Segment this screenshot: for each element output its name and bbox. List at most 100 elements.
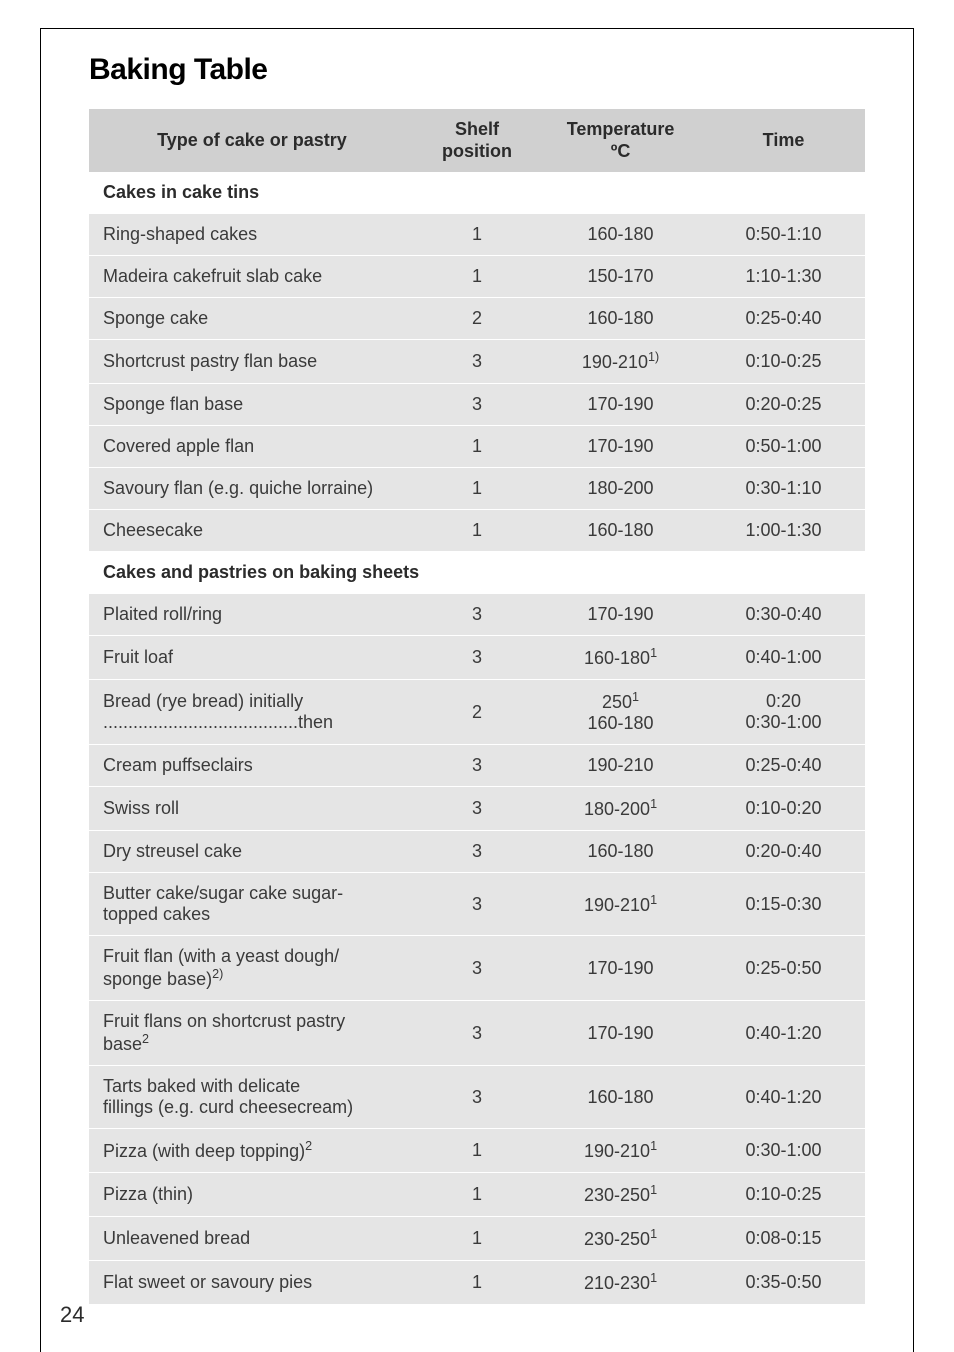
cell-type: Tarts baked with delicatefillings (e.g. … [89, 1066, 415, 1129]
cell-type: Fruit loaf [89, 636, 415, 680]
cell-time: 0:30-1:00 [702, 1129, 865, 1173]
cell-type: Fruit flan (with a yeast dough/sponge ba… [89, 936, 415, 1001]
cell-type: Swiss roll [89, 787, 415, 831]
cell-type: Fruit flans on shortcrust pastrybase2 [89, 1001, 415, 1066]
cell-type: Plaited roll/ring [89, 594, 415, 636]
cell-temp: 170-190 [539, 1001, 702, 1066]
cell-shelf: 3 [415, 787, 539, 831]
page-title: Baking Table [89, 53, 865, 87]
cell-type: Covered apple flan [89, 426, 415, 468]
cell-temp: 2501160-180 [539, 680, 702, 745]
cell-temp: 170-190 [539, 936, 702, 1001]
col-header-time: Time [702, 109, 865, 172]
col-header-temp-bottom: ºC [553, 141, 688, 163]
table-row: Plaited roll/ring3170-1900:30-0:40 [89, 594, 865, 636]
table-row: Bread (rye bread) initially.............… [89, 680, 865, 745]
cell-type: Ring-shaped cakes [89, 214, 415, 256]
cell-shelf: 3 [415, 594, 539, 636]
cell-shelf: 1 [415, 256, 539, 298]
cell-type: Bread (rye bread) initially.............… [89, 680, 415, 745]
cell-shelf: 3 [415, 1001, 539, 1066]
page-number: 24 [60, 1302, 84, 1328]
section-heading: Cakes in cake tins [89, 172, 865, 214]
table-row: Fruit flan (with a yeast dough/sponge ba… [89, 936, 865, 1001]
table-row: Tarts baked with delicatefillings (e.g. … [89, 1066, 865, 1129]
table-row: Fruit flans on shortcrust pastrybase2317… [89, 1001, 865, 1066]
cell-temp: 160-180 [539, 298, 702, 340]
cell-temp: 170-190 [539, 594, 702, 636]
cell-shelf: 2 [415, 680, 539, 745]
cell-shelf: 1 [415, 214, 539, 256]
cell-temp: 190-210 [539, 745, 702, 787]
cell-shelf: 2 [415, 298, 539, 340]
cell-shelf: 1 [415, 1217, 539, 1261]
cell-time: 0:10-0:25 [702, 340, 865, 384]
cell-temp: 190-2101 [539, 873, 702, 936]
table-row: Pizza (with deep topping)21190-21010:30-… [89, 1129, 865, 1173]
cell-time: 0:25-0:50 [702, 936, 865, 1001]
table-row: Sponge flan base3170-1900:20-0:25 [89, 384, 865, 426]
cell-time: 0:50-1:10 [702, 214, 865, 256]
cell-shelf: 3 [415, 384, 539, 426]
cell-type: Sponge flan base [89, 384, 415, 426]
cell-shelf: 1 [415, 1261, 539, 1305]
table-row: Pizza (thin)1230-25010:10-0:25 [89, 1173, 865, 1217]
section-heading-row: Cakes in cake tins [89, 172, 865, 214]
table-row: Cream puffseclairs3190-2100:25-0:40 [89, 745, 865, 787]
table-row: Madeira cakefruit slab cake1150-1701:10-… [89, 256, 865, 298]
cell-time: 0:40-1:00 [702, 636, 865, 680]
table-row: Covered apple flan1170-1900:50-1:00 [89, 426, 865, 468]
cell-temp: 160-180 [539, 831, 702, 873]
cell-temp: 160-180 [539, 510, 702, 552]
cell-shelf: 3 [415, 831, 539, 873]
table-body: Cakes in cake tinsRing-shaped cakes1160-… [89, 172, 865, 1305]
table-row: Cheesecake1160-1801:00-1:30 [89, 510, 865, 552]
table-row: Flat sweet or savoury pies1210-23010:35-… [89, 1261, 865, 1305]
cell-time: 1:10-1:30 [702, 256, 865, 298]
cell-time: 0:20-0:25 [702, 384, 865, 426]
cell-temp: 160-180 [539, 214, 702, 256]
cell-time: 0:25-0:40 [702, 745, 865, 787]
cell-shelf: 1 [415, 1129, 539, 1173]
cell-time: 0:25-0:40 [702, 298, 865, 340]
cell-time: 0:08-0:15 [702, 1217, 865, 1261]
cell-temp: 190-2101) [539, 340, 702, 384]
cell-type: Shortcrust pastry flan base [89, 340, 415, 384]
cell-shelf: 3 [415, 636, 539, 680]
cell-time: 0:50-1:00 [702, 426, 865, 468]
col-header-temp-top: Temperature [553, 119, 688, 141]
cell-time: 0:35-0:50 [702, 1261, 865, 1305]
cell-time: 0:30-0:40 [702, 594, 865, 636]
cell-temp: 190-2101 [539, 1129, 702, 1173]
table-row: Swiss roll3180-20010:10-0:20 [89, 787, 865, 831]
cell-time: 0:40-1:20 [702, 1066, 865, 1129]
cell-shelf: 3 [415, 340, 539, 384]
cell-type: Madeira cakefruit slab cake [89, 256, 415, 298]
cell-shelf: 3 [415, 936, 539, 1001]
cell-shelf: 3 [415, 1066, 539, 1129]
cell-shelf: 1 [415, 1173, 539, 1217]
cell-temp: 160-180 [539, 1066, 702, 1129]
cell-time: 0:10-0:25 [702, 1173, 865, 1217]
cell-temp: 180-200 [539, 468, 702, 510]
table-row: Unleavened bread1230-25010:08-0:15 [89, 1217, 865, 1261]
col-header-temp: Temperature ºC [539, 109, 702, 172]
cell-temp: 150-170 [539, 256, 702, 298]
baking-table: Type of cake or pastry Shelf position Te… [89, 109, 865, 1305]
cell-type: Cheesecake [89, 510, 415, 552]
cell-type: Flat sweet or savoury pies [89, 1261, 415, 1305]
cell-shelf: 1 [415, 468, 539, 510]
table-row: Dry streusel cake3160-1800:20-0:40 [89, 831, 865, 873]
col-header-shelf-top: Shelf [429, 119, 525, 141]
cell-type: Unleavened bread [89, 1217, 415, 1261]
cell-temp: 170-190 [539, 426, 702, 468]
table-header-row: Type of cake or pastry Shelf position Te… [89, 109, 865, 172]
col-header-shelf: Shelf position [415, 109, 539, 172]
cell-temp: 230-2501 [539, 1217, 702, 1261]
cell-type: Cream puffseclairs [89, 745, 415, 787]
cell-time: 0:40-1:20 [702, 1001, 865, 1066]
cell-type: Pizza (thin) [89, 1173, 415, 1217]
cell-time: 0:20-0:40 [702, 831, 865, 873]
cell-type: Sponge cake [89, 298, 415, 340]
cell-type: Savoury flan (e.g. quiche lorraine) [89, 468, 415, 510]
